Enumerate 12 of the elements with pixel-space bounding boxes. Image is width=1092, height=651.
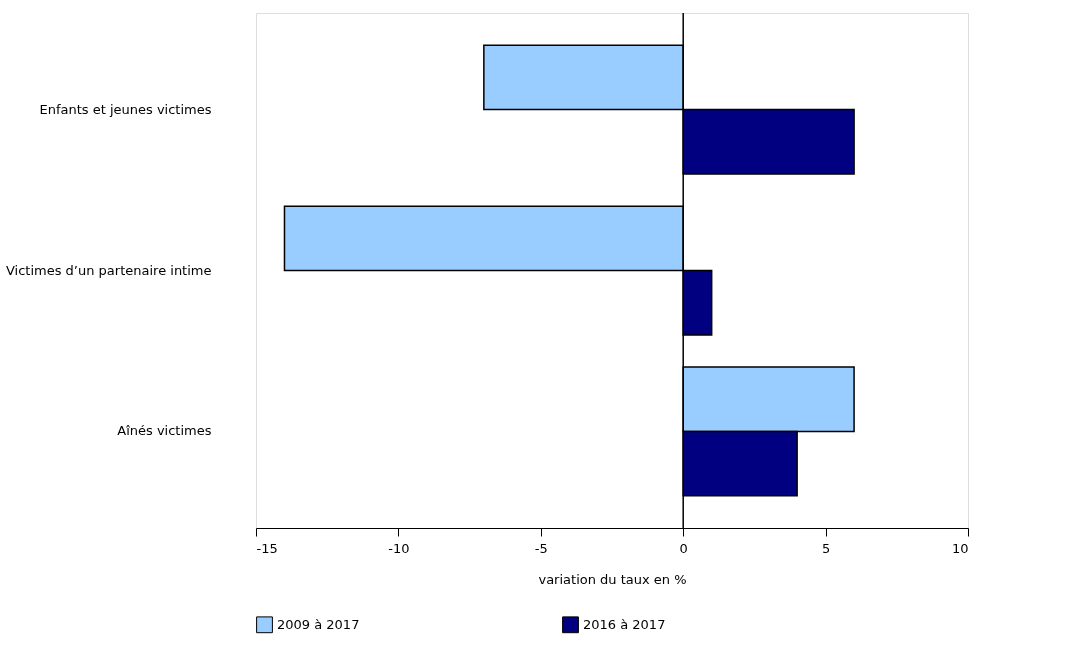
x-tick-label: -15 (256, 540, 278, 556)
y-tick-label: Victimes d’un partenaire intime (5, 262, 212, 278)
x-tick-label: 0 (679, 540, 688, 556)
x-tick-label: 5 (821, 540, 831, 556)
x-tick-label: -5 (534, 540, 548, 556)
x-axis-title: variation du taux en % (538, 571, 687, 587)
legend-label: 2016 à 2017 (583, 616, 666, 632)
y-tick-label: Aînés victimes (117, 423, 212, 439)
y-tick-label: Enfants et jeunes victimes (39, 101, 212, 117)
x-tick-label: 10 (951, 540, 969, 556)
legend-label: 2009 à 2017 (277, 616, 360, 632)
x-tick-label: -10 (388, 540, 410, 556)
